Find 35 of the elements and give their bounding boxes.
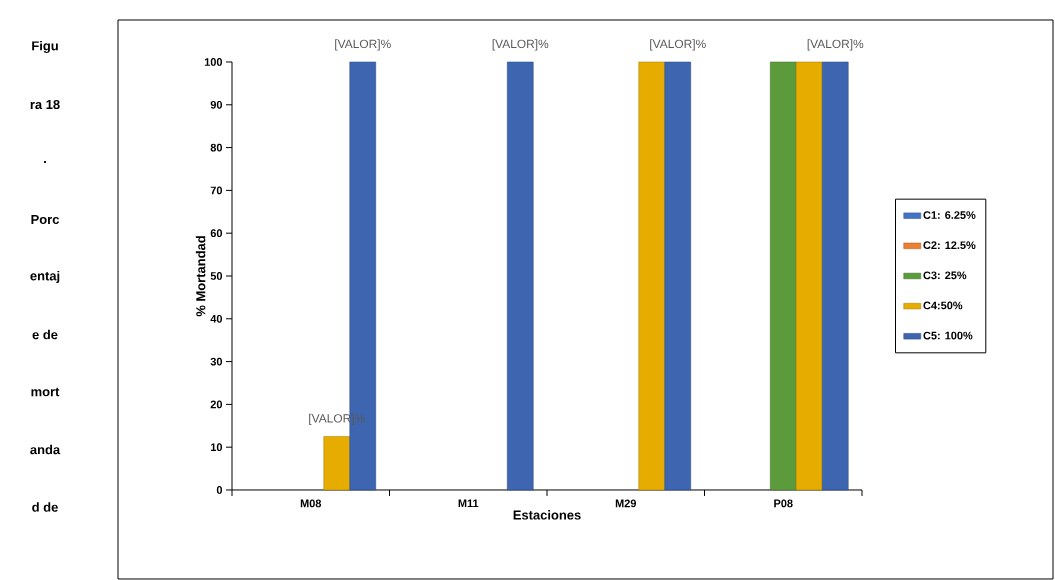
text: anda: [30, 444, 61, 455]
text: Figu: [32, 40, 58, 54]
legend-label: C5: 100%: [923, 331, 973, 340]
data-label: [VALOR]%: [492, 39, 549, 51]
y-tick-label: 90: [210, 100, 223, 109]
text: e de: [32, 329, 58, 340]
y-tick-label: 0: [216, 486, 223, 494]
data-label: [VALOR]%: [807, 39, 864, 51]
text: entaj: [30, 270, 60, 284]
text: d de: [32, 502, 58, 512]
data-label: [VALOR]%: [335, 39, 391, 51]
y-tick-label: 30: [210, 357, 223, 366]
y-tick-label: 70: [210, 186, 223, 195]
legend-label: C3: 25%: [923, 271, 967, 280]
x-axis-title: Estaciones: [513, 510, 581, 520]
text: ra 18: [30, 99, 60, 110]
legend-label: C1: 6.25%: [923, 211, 976, 219]
y-tick-label: 20: [210, 400, 223, 409]
x-tick-label: M08: [300, 499, 322, 508]
x-tick-label: M11: [458, 499, 479, 508]
y-tick-label: 50: [210, 272, 223, 280]
legend-label: C2: 12.5%: [923, 241, 976, 250]
y-tick-label: 40: [210, 314, 223, 323]
data-label: [VALOR]%: [650, 39, 706, 51]
y-tick-label: 60: [210, 229, 223, 238]
x-tick-label: M29: [615, 499, 637, 508]
text: mort: [31, 387, 60, 397]
text: Porc: [31, 214, 60, 224]
y-tick-label: 10: [210, 443, 223, 452]
y-tick-label: 80: [210, 143, 223, 152]
x-tick-label: P08: [774, 499, 793, 508]
y-axis-title: % Mortandad: [195, 236, 206, 317]
y-tick-label: 100: [204, 58, 223, 66]
legend-label: C4:50%: [923, 301, 963, 310]
text: .: [44, 161, 46, 163]
